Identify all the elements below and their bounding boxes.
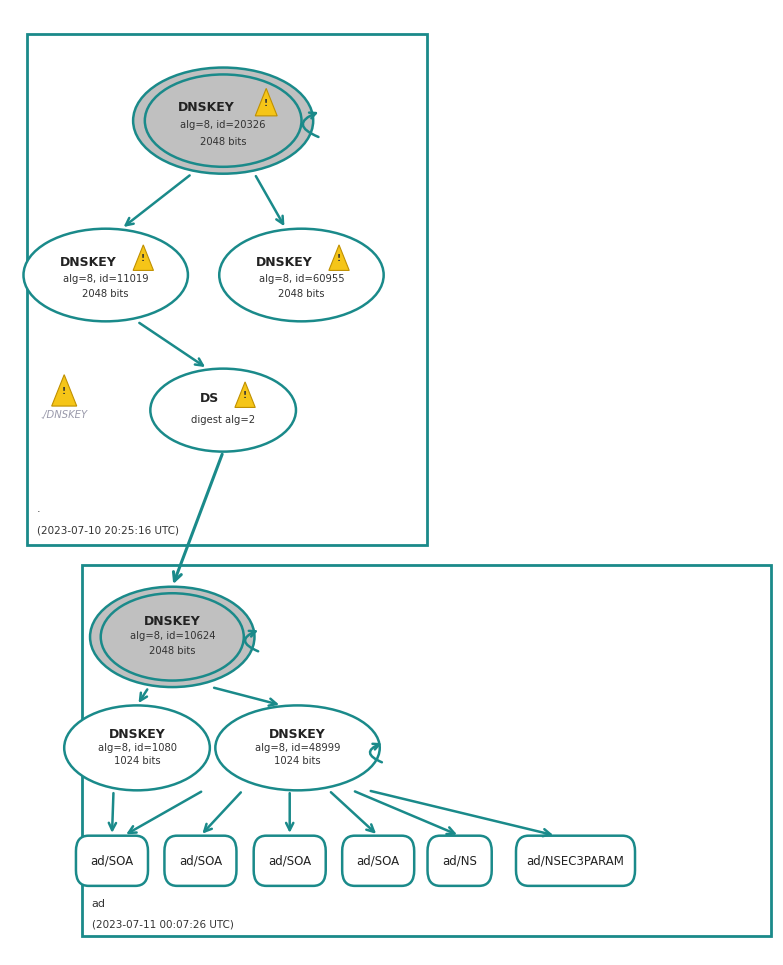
Text: ad/SOA: ad/SOA (268, 854, 312, 868)
Text: alg=8, id=60955: alg=8, id=60955 (258, 274, 345, 284)
FancyBboxPatch shape (164, 836, 236, 886)
FancyBboxPatch shape (76, 836, 148, 886)
Text: ad/NSEC3PARAM: ad/NSEC3PARAM (526, 854, 625, 868)
FancyBboxPatch shape (27, 34, 427, 545)
Ellipse shape (101, 593, 244, 680)
Ellipse shape (215, 705, 380, 790)
Text: DNSKEY: DNSKEY (109, 728, 165, 741)
Text: DNSKEY: DNSKEY (60, 256, 117, 269)
Text: DS: DS (200, 392, 218, 405)
Text: DNSKEY: DNSKEY (269, 728, 326, 741)
Text: !: ! (243, 392, 247, 400)
Polygon shape (235, 382, 255, 407)
Text: !: ! (62, 387, 67, 397)
Text: ad/NS: ad/NS (442, 854, 477, 868)
FancyBboxPatch shape (428, 836, 492, 886)
Text: !: ! (141, 255, 146, 263)
FancyBboxPatch shape (516, 836, 635, 886)
Polygon shape (52, 374, 77, 406)
FancyBboxPatch shape (82, 565, 771, 936)
FancyBboxPatch shape (254, 836, 326, 886)
Ellipse shape (219, 229, 384, 321)
Text: (2023-07-10 20:25:16 UTC): (2023-07-10 20:25:16 UTC) (37, 526, 179, 536)
Text: DNSKEY: DNSKEY (256, 256, 312, 269)
Text: (2023-07-11 00:07:26 UTC): (2023-07-11 00:07:26 UTC) (92, 920, 233, 929)
Ellipse shape (150, 369, 296, 452)
Text: digest alg=2: digest alg=2 (191, 415, 255, 425)
Polygon shape (255, 89, 277, 116)
Ellipse shape (90, 587, 254, 687)
Text: alg=8, id=48999: alg=8, id=48999 (254, 743, 341, 753)
Text: alg=8, id=10624: alg=8, id=10624 (129, 631, 215, 641)
Ellipse shape (145, 74, 301, 167)
Text: 2048 bits: 2048 bits (82, 290, 129, 299)
Text: .: . (37, 505, 41, 514)
Text: 2048 bits: 2048 bits (149, 647, 196, 656)
Text: 2048 bits: 2048 bits (200, 137, 247, 147)
Text: ad/SOA: ad/SOA (90, 854, 134, 868)
Polygon shape (133, 245, 153, 270)
Text: alg=8, id=1080: alg=8, id=1080 (98, 743, 176, 753)
Ellipse shape (133, 68, 313, 174)
Text: ad/SOA: ad/SOA (356, 854, 400, 868)
Text: !: ! (264, 98, 269, 108)
Text: alg=8, id=20326: alg=8, id=20326 (180, 121, 266, 130)
Text: DNSKEY: DNSKEY (144, 615, 200, 628)
Text: !: ! (337, 255, 341, 263)
Text: ./DNSKEY: ./DNSKEY (41, 410, 88, 420)
Text: 2048 bits: 2048 bits (278, 290, 325, 299)
Text: 1024 bits: 1024 bits (274, 757, 321, 766)
Polygon shape (329, 245, 349, 270)
Text: 1024 bits: 1024 bits (114, 757, 161, 766)
FancyBboxPatch shape (342, 836, 414, 886)
Text: ad: ad (92, 899, 106, 909)
Text: alg=8, id=11019: alg=8, id=11019 (63, 274, 149, 284)
Ellipse shape (23, 229, 188, 321)
Text: ad/SOA: ad/SOA (179, 854, 222, 868)
Text: DNSKEY: DNSKEY (178, 100, 234, 114)
Ellipse shape (64, 705, 210, 790)
